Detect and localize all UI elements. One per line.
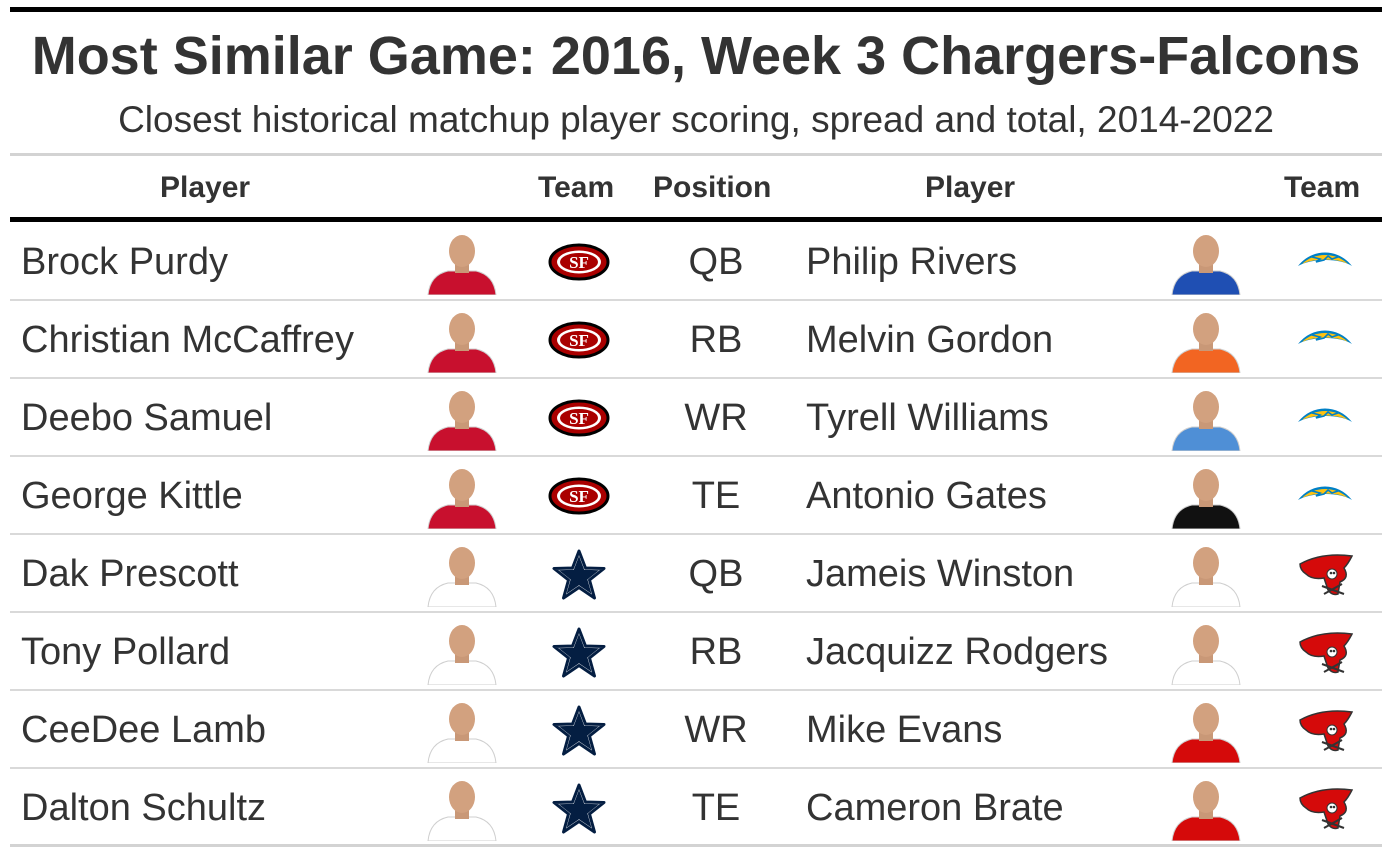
match-player-name: Tyrell Williams (806, 397, 1049, 439)
49ers-icon (548, 477, 610, 515)
top-rule (10, 7, 1382, 12)
row-divider (10, 689, 1382, 691)
player-headshot (1171, 469, 1241, 529)
player-headshot (1171, 625, 1241, 685)
player-headshot (427, 469, 497, 529)
row-divider (10, 455, 1382, 457)
row-divider (10, 767, 1382, 769)
match-player-name: Jameis Winston (806, 553, 1075, 595)
49ers-icon (548, 243, 610, 281)
cowboys-star-icon (552, 705, 606, 756)
player-headshot (427, 391, 497, 451)
position-label: TE (691, 787, 741, 829)
column-header-position: Position (653, 171, 772, 204)
player-headshot (427, 547, 497, 607)
buccaneers-icon (1299, 632, 1353, 674)
buccaneers-icon (1299, 554, 1353, 596)
player-name: Dalton Schultz (21, 787, 267, 829)
position-label: WR (684, 397, 748, 439)
column-header-player-left: Player (160, 171, 251, 204)
match-player-name: Antonio Gates (806, 475, 1047, 517)
row-divider (10, 299, 1382, 301)
match-player-name: Mike Evans (806, 709, 1003, 751)
cowboys-star-icon (552, 627, 606, 678)
position-label: QB (688, 241, 744, 283)
match-player-name: Cameron Brate (806, 787, 1064, 829)
player-name: CeeDee Lamb (21, 709, 267, 751)
page-subtitle: Closest historical matchup player scorin… (118, 99, 1274, 140)
match-player-name: Philip Rivers (806, 241, 1018, 283)
column-header-team-right: Team (1284, 171, 1361, 204)
row-divider (10, 611, 1382, 613)
position-label: WR (684, 709, 748, 751)
table-row: CeeDee Lamb WR Mike Evans (10, 691, 1382, 769)
column-header-team-left: Team (538, 171, 615, 204)
player-headshot (1171, 391, 1241, 451)
chargers-icon (1297, 329, 1353, 345)
table-row: Tony Pollard RB Jacquizz Rodgers (10, 613, 1382, 691)
table-row: Dalton Schultz TE Cameron Brate (10, 769, 1382, 847)
chargers-icon (1297, 251, 1353, 267)
header-divider (10, 153, 1382, 156)
player-headshot (1171, 703, 1241, 763)
table-row: Deebo Samuel WR Tyrell Williams (10, 379, 1382, 457)
match-player-name: Jacquizz Rodgers (806, 631, 1109, 673)
table-row: Christian McCaffrey RB Melvin Gordon (10, 301, 1382, 379)
player-headshot (1171, 547, 1241, 607)
row-divider (10, 533, 1382, 535)
player-name: Deebo Samuel (21, 397, 273, 439)
buccaneers-icon (1299, 710, 1353, 752)
player-name: Dak Prescott (21, 553, 239, 595)
player-name: Tony Pollard (21, 631, 231, 673)
chargers-icon (1297, 485, 1353, 501)
player-headshot (1171, 235, 1241, 295)
row-divider (10, 377, 1382, 379)
player-name: George Kittle (21, 475, 243, 517)
cowboys-star-icon (552, 549, 606, 600)
position-label: RB (689, 631, 743, 673)
player-name: Brock Purdy (21, 241, 228, 283)
player-headshot (427, 625, 497, 685)
table-row: Dak Prescott QB Jameis Winston (10, 535, 1382, 613)
page-title: Most Similar Game: 2016, Week 3 Chargers… (31, 26, 1361, 86)
column-header-player-right: Player (925, 171, 1016, 204)
49ers-icon (548, 321, 610, 359)
column-header-rule (10, 217, 1382, 222)
49ers-icon (548, 399, 610, 437)
match-player-name: Melvin Gordon (806, 319, 1054, 361)
position-label: QB (688, 553, 744, 595)
player-headshot (1171, 313, 1241, 373)
cowboys-star-icon (552, 783, 606, 834)
player-headshot (1171, 781, 1241, 841)
table-row: Brock Purdy QB Philip Rivers (10, 223, 1382, 301)
buccaneers-icon (1299, 788, 1353, 830)
player-name: Christian McCaffrey (21, 319, 354, 361)
row-divider (10, 844, 1382, 847)
chargers-icon (1297, 407, 1353, 423)
player-headshot (427, 703, 497, 763)
player-headshot (427, 235, 497, 295)
player-headshot (427, 781, 497, 841)
position-label: RB (689, 319, 743, 361)
table-row: George Kittle TE Antonio Gates (10, 457, 1382, 535)
player-headshot (427, 313, 497, 373)
position-label: TE (691, 475, 741, 517)
